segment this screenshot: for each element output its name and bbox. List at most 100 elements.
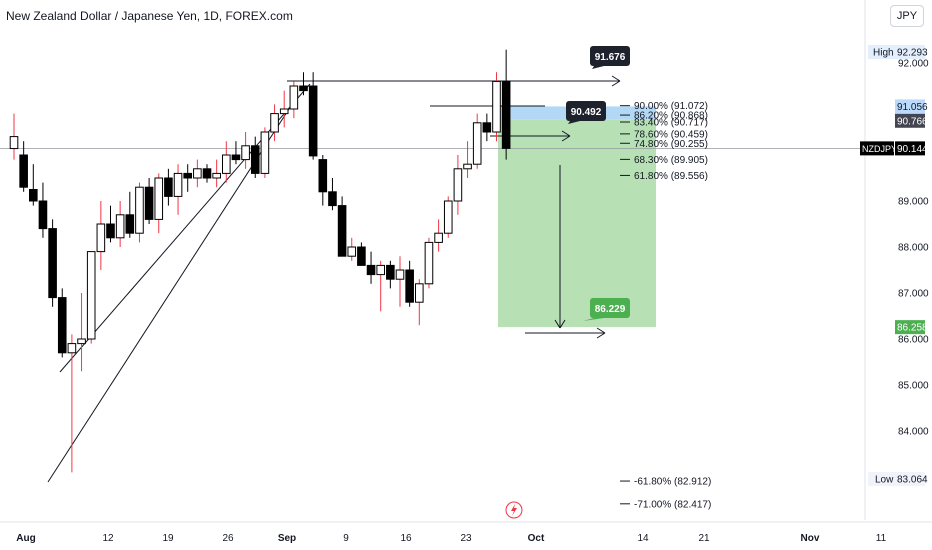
candle: [492, 72, 501, 142]
callout-label: 91.676: [595, 52, 626, 63]
candle: [38, 182, 48, 238]
fib-label: 86.20% (90.868): [634, 111, 708, 122]
candle-body: [347, 246, 357, 257]
svg-text:90.766: 90.766: [897, 116, 928, 127]
candle-body: [492, 80, 501, 133]
x-tick-label: 16: [400, 533, 412, 544]
high-arrow-a: [611, 75, 621, 82]
candle-body: [106, 223, 115, 239]
fib-level: 78.60% (90.459): [620, 129, 708, 140]
candle: [96, 201, 106, 270]
candle: [212, 159, 221, 188]
candle: [279, 90, 289, 128]
y-tick-label: 86.000: [898, 335, 929, 346]
svg-text:86.258: 86.258: [897, 323, 928, 334]
candle-body: [357, 246, 366, 266]
candle-body: [472, 122, 482, 165]
candle: [241, 132, 250, 169]
svg-text:91.056: 91.056: [897, 102, 928, 113]
y-tick-label: 88.000: [898, 243, 929, 254]
callout-arrow-a: [561, 130, 571, 137]
candle: [193, 159, 202, 188]
time-axis[interactable]: Aug 12 19 26 Sep 9 16 23 Oct 14 21 Nov 11: [0, 521, 932, 544]
candle: [337, 196, 347, 257]
fib-level: 90.00% (91.072): [620, 101, 708, 112]
candle: [202, 164, 212, 183]
y-tick-label: 89.000: [898, 197, 929, 208]
x-tick-label: 19: [162, 533, 174, 544]
candle: [231, 141, 241, 165]
candle-body: [386, 264, 395, 280]
candle: [472, 113, 482, 169]
candle-body: [29, 189, 38, 202]
candle: [405, 260, 414, 307]
candle-body: [212, 172, 221, 179]
candle: [48, 219, 57, 307]
price-callouts: 91.676 90.492 86.229: [566, 46, 630, 321]
candle: [154, 173, 164, 234]
x-tick-label: 23: [460, 533, 472, 544]
x-tick-label: Aug: [16, 533, 35, 544]
candle-body: [337, 205, 347, 257]
fib-label: 90.00% (91.072): [634, 101, 708, 112]
candle: [415, 279, 424, 326]
candle-body: [241, 145, 250, 161]
candle: [395, 256, 405, 307]
low-label: Low: [875, 475, 894, 486]
candle: [164, 168, 173, 206]
candle-body: [154, 177, 164, 220]
target-arrow-a: [596, 327, 606, 334]
candle-body: [77, 338, 86, 345]
y-tick-label: 87.000: [898, 289, 929, 300]
fib-label: 83.40% (90.717): [634, 118, 708, 129]
projection-arrow-b: [559, 319, 566, 329]
candle: [501, 49, 511, 160]
candle-body: [48, 228, 57, 299]
candle-body: [376, 264, 385, 276]
currency-button[interactable]: JPY: [890, 5, 924, 27]
candle-body: [193, 168, 202, 179]
candle-body: [308, 85, 318, 157]
candle: [9, 113, 19, 160]
candle: [173, 164, 183, 215]
candle: [144, 178, 154, 224]
target-arrow-b: [596, 332, 606, 339]
candle: [386, 260, 395, 289]
fib-level: -61.80% (82.912): [620, 477, 711, 488]
x-tick-label: Nov: [801, 533, 820, 544]
candle-body: [173, 172, 183, 197]
candle: [125, 191, 135, 238]
candle-body: [453, 168, 463, 202]
candle-body: [164, 177, 173, 197]
candle: [366, 251, 376, 284]
target-price-badge: 86.258: [895, 320, 928, 335]
candle: [347, 237, 357, 261]
fib-label: 78.60% (90.459): [634, 129, 708, 140]
price-callout: 90.492: [566, 101, 606, 124]
candle: [106, 205, 115, 243]
callout-label: 86.229: [595, 304, 626, 315]
candle: [318, 155, 328, 206]
candle: [77, 293, 86, 372]
lightning-icon-bolt: [511, 504, 517, 516]
current-price-badge: [895, 141, 925, 156]
fib-level: 83.40% (90.717): [620, 118, 708, 129]
candle-body: [96, 223, 106, 253]
fib-label: -61.80% (82.912): [634, 477, 711, 488]
target-zone: [498, 119, 656, 328]
x-tick-label: Sep: [278, 533, 296, 544]
fib-level: 86.20% (90.868): [620, 111, 708, 122]
candle: [463, 141, 472, 178]
candle-body: [135, 186, 144, 234]
price-axis[interactable]: 92.000 89.000 88.000 87.000 86.000 85.000 84.0…: [860, 0, 929, 520]
position-zones: [498, 106, 656, 328]
candle: [57, 288, 67, 358]
entry-price-badge: 90.766: [895, 113, 928, 128]
candle-body: [270, 113, 279, 133]
candle-body: [9, 136, 19, 150]
symbol-badge-text: NZDJPY: [862, 144, 897, 154]
candle: [260, 127, 270, 178]
candle: [19, 141, 28, 192]
x-tick-label: Oct: [528, 533, 545, 544]
